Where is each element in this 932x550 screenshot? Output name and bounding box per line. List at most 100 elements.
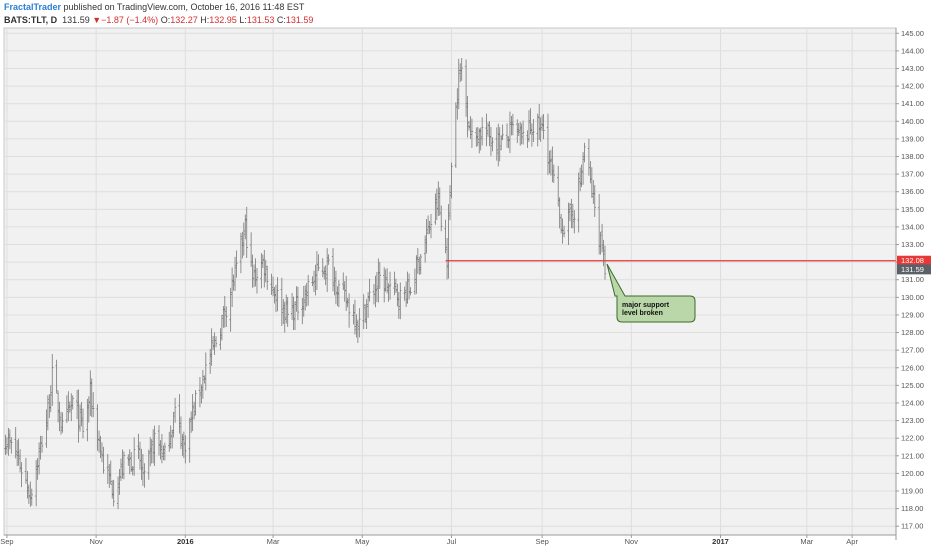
ohlc-bar <box>542 114 545 140</box>
ohlc-bar <box>467 120 471 131</box>
ohlc-bar <box>603 245 607 280</box>
ohlc-bar <box>178 394 181 434</box>
ohlc-bar <box>321 258 324 278</box>
ohlc-bar <box>157 425 161 456</box>
ohlc-bar <box>346 297 349 308</box>
ohlc-bar <box>229 287 232 332</box>
ohlc-bar <box>344 275 348 311</box>
ohlc-bar <box>428 220 431 234</box>
ohlc-bar <box>466 95 469 138</box>
ohlc-bar <box>450 162 453 199</box>
ohlc-bar <box>527 110 531 142</box>
author-name[interactable]: FractalTrader <box>4 2 62 12</box>
ohlc-bar <box>559 213 563 234</box>
price-tick-label: 117.00 <box>901 522 923 531</box>
ohlc-bar <box>46 395 50 431</box>
ohlc-bar <box>448 185 452 221</box>
time-tick-label: 2016 <box>177 537 194 546</box>
ohlc-bar <box>116 476 120 510</box>
annotation-line-2: level broken <box>622 310 663 317</box>
ohlc-bar <box>5 437 9 454</box>
annotation-callout[interactable]: major support level broken <box>606 263 696 323</box>
last-price-badge <box>897 264 931 275</box>
ohlc-bar <box>40 435 44 453</box>
ohlc-bar <box>26 471 29 499</box>
open-value: 132.27 <box>170 15 198 25</box>
ohlc-bar <box>399 282 402 320</box>
ohlc-bar <box>334 270 338 305</box>
ohlc-bar <box>233 256 237 292</box>
price-tick-label: 120.00 <box>901 469 924 478</box>
high-value: 132.95 <box>209 15 237 25</box>
ticker-line: BATS:TLT, D 131.59 ▼−1.87 (−1.4%) O:132.… <box>4 14 313 26</box>
ohlc-bar <box>61 412 64 433</box>
publish-header: FractalTrader published on TradingView.c… <box>4 1 304 13</box>
close-label: C: <box>276 15 286 25</box>
ohlc-bar <box>363 304 367 323</box>
ohlc-bar <box>153 425 156 466</box>
ohlc-bar <box>347 293 351 328</box>
price-tick-label: 133.00 <box>901 240 924 249</box>
price-tick-label: 128.00 <box>901 328 924 337</box>
ohlc-bar <box>30 488 33 506</box>
ohlc-bar <box>456 88 459 120</box>
ohlc-bar <box>409 287 412 296</box>
ohlc-bar <box>293 301 297 330</box>
ohlc-bar <box>170 429 174 449</box>
ohlc-bar <box>552 164 556 183</box>
ohlc-bar <box>282 299 285 325</box>
ohlc-bar <box>536 113 539 147</box>
ohlc-bar <box>337 280 341 308</box>
ohlc-bar <box>358 308 361 338</box>
ohlc-bar <box>77 389 80 443</box>
ohlc-bar <box>529 108 532 135</box>
ohlc-bar <box>539 117 542 142</box>
plot-area[interactable] <box>3 27 897 536</box>
ohlc-bar <box>211 335 215 351</box>
ohlc-bar <box>366 292 370 318</box>
ohlc-bar <box>128 449 131 475</box>
ohlc-bar <box>244 214 247 240</box>
ohlc-bar <box>577 172 580 233</box>
price-axis[interactable]: 117.00 118.00 119.00 120.00 121.00 122.00 123.… <box>896 29 924 531</box>
ohlc-bar <box>538 103 541 140</box>
ohlc-bar <box>327 254 330 265</box>
ohlc-bar <box>273 286 276 304</box>
ohlc-bar <box>573 210 576 234</box>
ohlc-bar <box>141 453 145 486</box>
ohlc-bar <box>285 294 288 324</box>
price-tick-label: 134.00 <box>901 222 924 231</box>
ohlc-bar <box>415 255 418 294</box>
ohlc-bar <box>578 167 582 192</box>
ohlc-bar <box>140 448 143 480</box>
ohlc-bar <box>368 278 371 302</box>
price-tick-label: 129.00 <box>901 310 924 319</box>
time-axis[interactable]: Sep Nov 2016 Mar May Jul Sep Nov 2017 Mar Apr <box>0 535 858 546</box>
price-tick-label: 122.00 <box>901 434 924 443</box>
price-tick-label: 144.00 <box>901 46 924 55</box>
ohlc-bar <box>18 449 22 473</box>
ohlc-bar <box>97 430 101 453</box>
ohlc-bar <box>173 397 177 423</box>
ohlc-bars <box>4 58 607 510</box>
ohlc-bar <box>583 142 586 163</box>
ohlc-bar <box>271 276 275 297</box>
ohlc-bar <box>331 248 335 292</box>
ohlc-bar <box>374 275 377 308</box>
price-tick-label: 142.00 <box>901 82 924 91</box>
ohlc-bar <box>4 434 7 455</box>
ohlc-bar <box>51 354 54 406</box>
ohlc-bar <box>396 283 399 307</box>
price-tick-label: 131.00 <box>901 275 924 284</box>
time-tick-label: May <box>355 537 369 546</box>
ohlc-bar <box>377 258 380 303</box>
ohlc-bar <box>252 264 256 288</box>
ohlc-bar <box>485 113 488 147</box>
last-price: 131.59 <box>62 15 90 25</box>
ohlc-bar <box>56 390 60 423</box>
ohlc-bar <box>254 258 257 287</box>
ohlc-bar <box>570 198 573 229</box>
ohlc-bar <box>204 352 207 391</box>
ohlc-bar <box>29 481 32 507</box>
